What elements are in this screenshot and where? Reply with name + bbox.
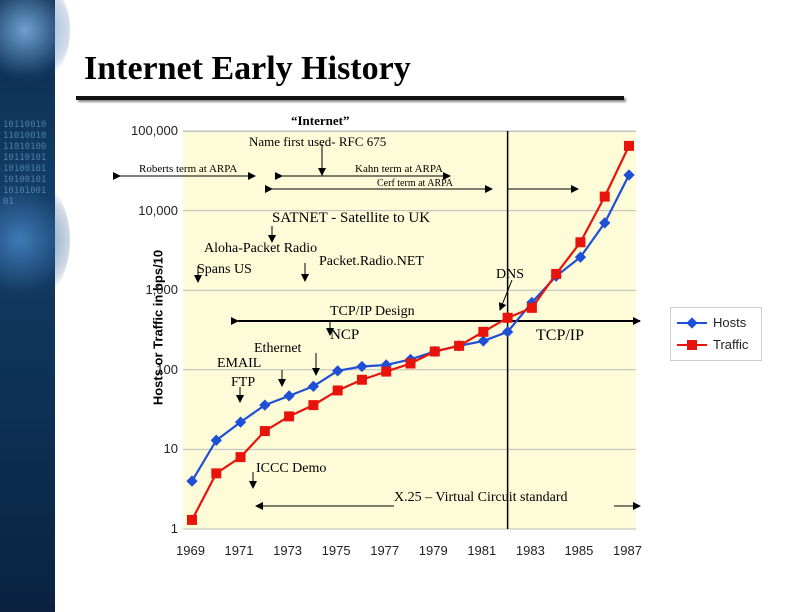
legend-markers (677, 317, 707, 350)
data-point-traffic (551, 268, 562, 279)
email-label: EMAIL (217, 356, 262, 371)
roberts-term-label: Roberts term at ARPA (139, 163, 238, 175)
data-point-hosts (210, 434, 222, 446)
x-tick-label: 1971 (224, 543, 254, 558)
slide-title: Internet Early History (84, 50, 411, 87)
data-point-traffic (381, 366, 392, 377)
x-tick-label: 1985 (564, 543, 594, 558)
data-point-hosts (283, 390, 295, 402)
dns-pointer (498, 279, 513, 311)
tcpip-design-label: TCP/IP Design (330, 304, 415, 319)
data-point-traffic (454, 340, 465, 351)
aloha-label: Aloha-Packet Radio (204, 241, 318, 256)
data-point-traffic (624, 140, 634, 151)
x-tick-label: 1981 (467, 543, 497, 558)
dns-label: DNS (496, 267, 525, 282)
y-tick-label: 1,000 (145, 282, 178, 298)
ftp-label: FTP (231, 375, 256, 390)
data-point-traffic (405, 358, 416, 369)
data-point-hosts (332, 365, 344, 377)
data-point-traffic (187, 514, 197, 525)
title-underline (76, 96, 624, 100)
data-point-traffic (308, 400, 319, 411)
data-point-hosts (574, 251, 587, 263)
x-tick-label: 1979 (418, 543, 448, 558)
x-tick-label: 1969 (176, 543, 205, 558)
x-tick-label: 1975 (321, 543, 351, 558)
x-tick-label: 1983 (515, 543, 545, 558)
tcpip-label: TCP/IP (536, 327, 585, 344)
y-tick-label: 100,000 (131, 123, 178, 138)
decorative-side-banner: 1011001011010010110101001011010110100101… (0, 0, 70, 612)
legend-hosts: Hosts (713, 315, 747, 330)
legend: Hosts Traffic (670, 307, 762, 361)
data-point-traffic (284, 411, 295, 422)
data-point-traffic (332, 385, 343, 396)
data-point-hosts (259, 399, 271, 411)
data-point-hosts (623, 169, 635, 181)
data-point-hosts (356, 360, 368, 373)
data-point-traffic (211, 468, 222, 479)
binary-pattern: 1011001011010010110101001011010110100101… (3, 120, 47, 207)
y-tick-label: 10 (163, 441, 178, 457)
data-point-traffic (478, 326, 489, 337)
data-point-hosts (307, 380, 320, 392)
data-point-traffic (429, 346, 440, 357)
data-point-hosts (599, 217, 611, 229)
data-point-traffic (502, 312, 513, 323)
data-point-traffic (575, 237, 586, 248)
legend-traffic: Traffic (713, 337, 749, 352)
data-point-hosts (234, 416, 247, 428)
x-tick-label: 1973 (273, 543, 303, 558)
x-tick-label: 1977 (370, 543, 400, 558)
internet-quote-label: “Internet” (291, 113, 350, 128)
data-point-traffic (235, 452, 246, 463)
kahn-term-label: Kahn term at ARPA (355, 163, 443, 175)
y-tick-label: 10,000 (138, 202, 178, 218)
y-axis-title: Hosts or Traffic in bps/10 (150, 249, 166, 406)
data-point-traffic (259, 426, 270, 437)
data-point-traffic (356, 374, 367, 385)
data-point-traffic (526, 302, 537, 313)
spans-us-label: Spans US (197, 262, 252, 277)
ethernet-label: Ethernet (254, 341, 302, 356)
x-tick-label: 1987 (613, 543, 642, 558)
iccc-demo-label: ICCC Demo (256, 461, 327, 476)
satnet-label: SATNET - Satellite to UK (272, 210, 431, 226)
y-tick-label: 1 (170, 521, 178, 536)
cerf-term-label: Cerf term at ARPA (377, 178, 454, 189)
data-point-hosts (477, 335, 489, 347)
data-point-hosts (501, 326, 514, 338)
y-tick-label: 100 (156, 361, 178, 377)
data-point-hosts (186, 475, 198, 487)
data-point-traffic (599, 191, 610, 202)
packet-radio-net-label: Packet.Radio.NET (319, 254, 424, 269)
plot-area (183, 131, 636, 530)
name-first-used-label: Name first used- RFC 675 (249, 134, 387, 149)
x25-label: X.25 – Virtual Circuit standard (394, 490, 568, 505)
ncp-label: NCP (330, 327, 360, 343)
